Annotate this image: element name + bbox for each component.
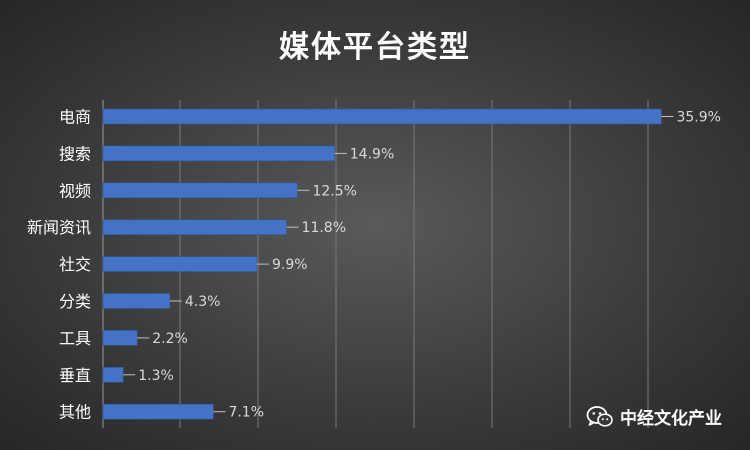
bar-1 — [102, 145, 336, 162]
bar-8 — [102, 403, 214, 420]
category-label-2: 视频 — [59, 181, 91, 200]
category-label-5: 分类 — [59, 292, 91, 311]
value-label-0: 35.9% — [676, 110, 720, 126]
category-label-1: 搜索 — [59, 144, 91, 163]
value-label-4: 9.9% — [272, 257, 308, 273]
value-label-5: 4.3% — [185, 294, 221, 310]
category-label-4: 社交 — [59, 255, 91, 274]
category-label-3: 新闻资讯 — [27, 218, 91, 237]
bars: 电商 35.9% 搜索 14.9% 视频 12.5% 新闻资讯 11.8% 社交 9.9% 分类 4.… — [27, 108, 721, 422]
bar-2 — [102, 182, 298, 199]
bar-6 — [102, 330, 138, 346]
bar-0 — [102, 108, 662, 125]
bar-5 — [102, 293, 171, 309]
bar-3 — [102, 219, 287, 235]
value-label-8: 7.1% — [228, 405, 264, 421]
wechat-icon — [586, 405, 613, 427]
category-label-0: 电商 — [59, 108, 91, 127]
bar-7 — [102, 366, 124, 383]
value-label-3: 11.8% — [302, 220, 346, 236]
value-label-7: 1.3% — [138, 368, 174, 384]
chart-title: 媒体平台类型 — [279, 30, 471, 65]
watermark-text: 中经文化产业 — [620, 409, 722, 429]
watermark: 中经文化产业 — [586, 404, 722, 429]
bar-4 — [102, 256, 258, 272]
category-label-6: 工具 — [59, 329, 91, 348]
value-label-2: 12.5% — [312, 183, 356, 199]
value-label-6: 2.2% — [152, 331, 188, 347]
category-label-8: 其他 — [59, 403, 91, 422]
value-label-1: 14.9% — [350, 146, 394, 162]
category-label-7: 垂直 — [59, 366, 91, 385]
